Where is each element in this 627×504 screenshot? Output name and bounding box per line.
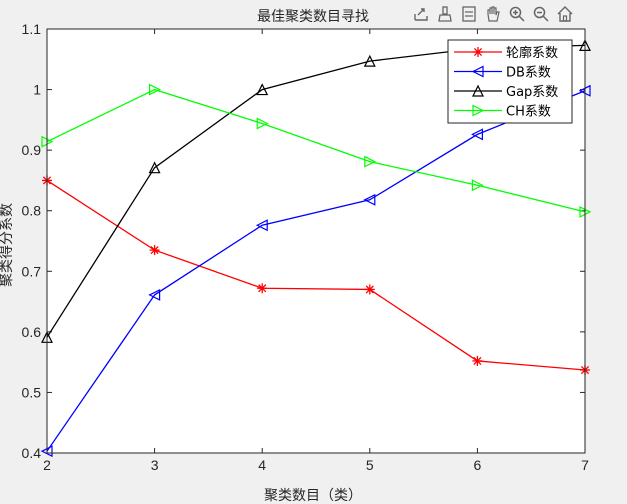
home-icon[interactable] [554, 3, 576, 25]
legend-box [447, 39, 573, 124]
data-point [257, 283, 268, 294]
y-tick-label: 0.4 [22, 445, 42, 461]
legend-label: CH系数 [506, 105, 551, 120]
legend-marker [473, 47, 483, 57]
x-tick-label: 3 [151, 457, 159, 473]
data-point [149, 245, 160, 256]
x-tick-label: 7 [581, 457, 589, 473]
brush-icon[interactable] [434, 3, 456, 25]
pan-icon[interactable] [482, 3, 504, 25]
y-tick-label: 0.8 [22, 203, 42, 219]
y-tick-label: 0.6 [22, 324, 42, 340]
data-point [256, 83, 269, 96]
data-point [363, 54, 376, 67]
y-tick-label: 0.7 [22, 263, 42, 279]
data-point [471, 128, 483, 141]
data-point [148, 288, 161, 301]
legend-marker [471, 65, 484, 78]
x-tick-label: 2 [43, 457, 51, 473]
series-line [46, 179, 586, 371]
data-point [256, 117, 269, 130]
legend-marker [472, 104, 485, 117]
x-tick-label: 5 [366, 457, 374, 473]
data-point [148, 161, 161, 174]
series-1 [42, 175, 590, 376]
zoom-in-icon[interactable] [506, 3, 528, 25]
legend-marker [472, 84, 484, 97]
series-line [46, 90, 586, 452]
legend-label: DB系数 [506, 66, 551, 81]
legend-item: 轮廓系数 [454, 45, 558, 61]
y-tick-label: 0.9 [22, 142, 42, 158]
x-tick-label: 4 [258, 457, 266, 473]
legend[interactable]: 轮廓系数 DB系数 Gap系数 CH系数 [447, 39, 573, 124]
y-tick-label: 1.1 [22, 21, 42, 37]
legend-item: Gap系数 [454, 84, 558, 100]
axes-toolbar [410, 2, 576, 26]
data-point [149, 83, 161, 96]
y-tick-label: 0.5 [22, 384, 42, 400]
series-line [46, 88, 586, 213]
y-tick-label: 1 [33, 82, 41, 98]
legend-label: Gap系数 [506, 85, 558, 100]
x-tick-label: 6 [474, 457, 482, 473]
ticks: 2 3 4 5 6 7 0.4 0.5 0.6 0.7 0.8 0.9 1 1.1 [22, 21, 590, 473]
legend-item: CH系数 [454, 105, 551, 120]
axes-box [46, 28, 586, 454]
y-axis-label: 聚类得分系数 [0, 203, 15, 287]
data-point [471, 179, 484, 192]
data-point [255, 219, 268, 232]
export-icon[interactable] [410, 3, 432, 25]
data-point [472, 355, 483, 366]
data-point [364, 155, 377, 168]
legend-item: DB系数 [454, 66, 551, 81]
chart-title: 最佳聚类数目寻找 [257, 9, 369, 25]
zoom-out-icon[interactable] [530, 3, 552, 25]
data-point [363, 193, 376, 206]
x-axis-label: 聚类数目（类） [264, 488, 362, 504]
legend-label: 轮廓系数 [506, 45, 558, 61]
datatip-icon[interactable] [458, 3, 480, 25]
data-point [364, 284, 375, 295]
